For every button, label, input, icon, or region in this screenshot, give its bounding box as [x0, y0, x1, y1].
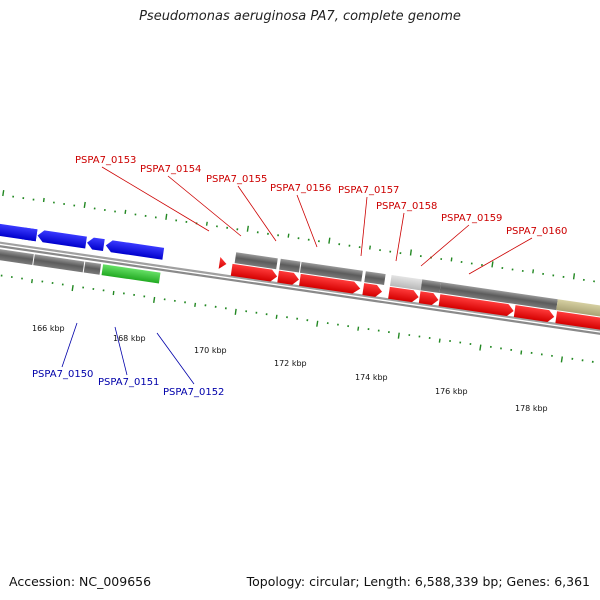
scale-tick-labels: 166 kbp 168 kbp 170 kbp 172 kbp 174 kbp …: [32, 324, 548, 413]
pseudo-gene-box: [556, 299, 600, 321]
gene-label-0160: PSPA7_0160: [506, 226, 567, 237]
tick-label-168: 168 kbp: [113, 334, 146, 343]
minor-tick: [369, 245, 371, 250]
gene-arrow: [438, 294, 514, 317]
major-tick: [328, 237, 331, 244]
gene-box: [83, 261, 102, 275]
gene-arrow: [105, 240, 165, 260]
gene-arrow: [299, 273, 361, 294]
gene-arrow: [16, 227, 38, 242]
gene-label-0156: PSPA7_0156: [270, 183, 331, 194]
gene-box: [364, 271, 386, 285]
gene-label-0157: PSPA7_0157: [338, 185, 399, 196]
major-tick: [560, 356, 563, 363]
backbone-line-top: [0, 233, 600, 340]
gene-label-0155: PSPA7_0155: [206, 174, 267, 185]
minor-tick: [194, 302, 197, 308]
gene-box: [439, 282, 558, 311]
major-tick: [397, 332, 400, 339]
gene-box: [33, 254, 85, 273]
gene-arrow: [277, 270, 299, 285]
major-tick: [246, 225, 249, 232]
major-tick: [165, 213, 168, 220]
minor-tick: [532, 269, 535, 274]
major-tick: [572, 273, 576, 280]
minor-tick: [520, 350, 523, 355]
major-tick: [71, 284, 74, 292]
gene-label-0158: PSPA7_0158: [376, 201, 437, 212]
lower-scale-dots: [0, 274, 594, 363]
minor-tick: [438, 338, 441, 343]
gene-box: [0, 246, 34, 265]
minor-tick: [450, 257, 453, 262]
tick-label-176: 176 kbp: [435, 387, 468, 396]
major-tick: [153, 296, 156, 304]
gene-arrow: [37, 230, 87, 249]
genome-summary-text: Topology: circular; Length: 6,588,339 bp…: [246, 574, 590, 589]
gene-box: [389, 274, 423, 291]
gene-label-0152: PSPA7_0152: [163, 387, 224, 398]
gene-arrow: [218, 257, 227, 269]
tick-label-172: 172 kbp: [274, 359, 307, 368]
minor-tick: [287, 233, 290, 238]
backbone-line-bottom: [0, 237, 600, 344]
major-tick: [316, 320, 319, 327]
minor-tick: [112, 290, 115, 296]
major-tick: [2, 189, 5, 197]
gene-label-0150: PSPA7_0150: [32, 369, 93, 380]
minor-tick: [42, 197, 45, 203]
gene-arrow: [418, 291, 439, 306]
minor-tick: [124, 209, 127, 215]
gene-arrow: [555, 311, 600, 333]
gene-arrow: [87, 237, 105, 252]
gene-label-0151: PSPA7_0151: [98, 377, 159, 388]
gene-arrow: [230, 263, 278, 282]
gene-box: [234, 252, 278, 270]
major-tick: [479, 344, 482, 351]
gene-label-0154: PSPA7_0154: [140, 164, 201, 175]
gene-box: [420, 279, 442, 294]
major-tick: [83, 201, 86, 209]
map-title: Pseudomonas aeruginosa PA7, complete gen…: [139, 9, 461, 24]
upper-scale-dots: [2, 189, 595, 283]
gene-arrow: [388, 286, 419, 303]
rna-gene-box: [101, 264, 161, 284]
tick-label-166: 166 kbp: [32, 324, 65, 333]
tick-label-178: 178 kbp: [515, 404, 548, 413]
minor-tick: [275, 314, 278, 319]
gene-arrow: [362, 283, 383, 297]
gene-label-0159: PSPA7_0159: [441, 213, 502, 224]
minor-tick: [205, 221, 208, 226]
gene-label-0153: PSPA7_0153: [75, 155, 136, 166]
gene-box: [299, 261, 363, 282]
accession-text: Accession: NC_009656: [9, 574, 152, 589]
plus-strand-callouts: PSPA7_0153 PSPA7_0154 PSPA7_0155 PSPA7_0…: [75, 155, 567, 275]
gene-box: [279, 258, 301, 273]
gene-arrow: [513, 305, 555, 322]
minus-strand-callouts: PSPA7_0150 PSPA7_0151 PSPA7_0152: [32, 322, 224, 398]
tick-label-174: 174 kbp: [355, 373, 388, 382]
major-tick: [234, 308, 237, 315]
minor-tick: [31, 278, 33, 284]
tick-label-170: 170 kbp: [194, 346, 227, 355]
major-tick: [409, 249, 412, 256]
minor-tick: [357, 326, 360, 331]
major-tick: [491, 261, 494, 268]
